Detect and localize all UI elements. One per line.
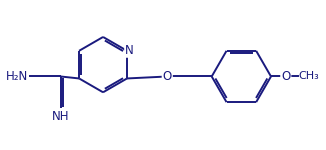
Text: N: N xyxy=(125,44,134,57)
Text: NH: NH xyxy=(52,110,69,123)
Text: CH₃: CH₃ xyxy=(299,72,319,81)
Text: O: O xyxy=(163,70,172,83)
Text: H₂N: H₂N xyxy=(6,70,28,83)
Text: O: O xyxy=(281,70,290,83)
